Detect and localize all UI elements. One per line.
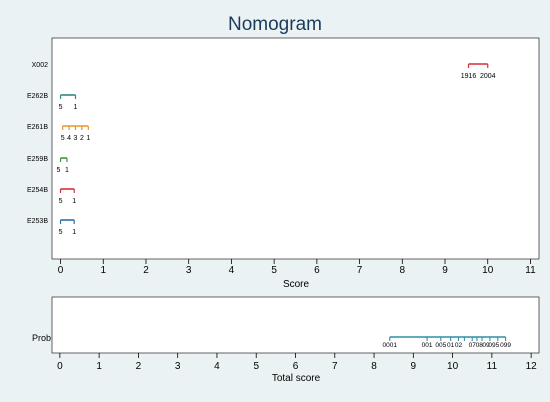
variable-value-label: 3 xyxy=(74,135,78,142)
score-tick-label: 6 xyxy=(314,265,320,276)
top-plot-area xyxy=(51,37,540,260)
score-tick-label: 8 xyxy=(400,265,406,276)
total-score-tick-label: 4 xyxy=(214,361,220,372)
variable-name-e262b: E262B xyxy=(27,93,48,100)
total-score-tick-label: 6 xyxy=(293,361,299,372)
variable-value-label: 1916 xyxy=(461,73,477,80)
total-score-tick-label: 9 xyxy=(411,361,417,372)
total-score-tick-label: 5 xyxy=(253,361,259,372)
score-tick-label: 4 xyxy=(229,265,235,276)
variable-value-label: 5 xyxy=(59,104,63,111)
variable-value-label: 1 xyxy=(74,104,78,111)
variable-name-e259b: E259B xyxy=(27,156,48,163)
prob-value-label: 01 xyxy=(447,342,455,349)
score-tick-label: 1 xyxy=(100,265,106,276)
score-tick-label: 11 xyxy=(525,265,536,276)
prob-value-label: 099 xyxy=(500,342,511,349)
total-score-tick-label: 1 xyxy=(96,361,102,372)
variable-value-label: 5 xyxy=(59,229,63,236)
total-score-tick-label: 0 xyxy=(57,361,63,372)
total-score-tick-label: 2 xyxy=(136,361,142,372)
score-tick-label: 10 xyxy=(482,265,494,276)
prob-value-label: 005 xyxy=(435,342,446,349)
prob-label: Prob xyxy=(32,333,51,343)
variable-name-e261b: E261B xyxy=(27,124,48,131)
score-tick-label: 0 xyxy=(58,265,64,276)
prob-value-label: 09 xyxy=(482,342,490,349)
variable-value-label: 2004 xyxy=(480,73,496,80)
total-score-tick-label: 8 xyxy=(371,361,377,372)
score-tick-label: 7 xyxy=(357,265,363,276)
variable-value-label: 4 xyxy=(67,135,71,142)
total-score-tick-label: 3 xyxy=(175,361,181,372)
prob-value-label: 095 xyxy=(488,342,499,349)
prob-value-label: 08 xyxy=(476,342,484,349)
variable-value-label: 5 xyxy=(59,198,63,205)
score-tick-label: 5 xyxy=(271,265,277,276)
variable-value-label: 1 xyxy=(86,135,90,142)
variable-name-e253b: E253B xyxy=(27,218,48,225)
variable-name-x002: X002 xyxy=(32,62,48,69)
variable-value-label: 5 xyxy=(56,167,60,174)
prob-value-label: 001 xyxy=(422,342,433,349)
total-score-axis: 0 1 2 3 4 5 6 7 8 9 10 11 12 xyxy=(57,353,537,372)
chart-title: Nomogram xyxy=(228,14,322,35)
variable-value-label: 1 xyxy=(65,167,69,174)
total-score-tick-label: 11 xyxy=(487,361,498,372)
score-axis-label: Score xyxy=(283,279,310,290)
variable-name-e254b: E254B xyxy=(27,187,48,194)
score-axis: 0 1 2 3 4 5 6 7 8 9 10 11 xyxy=(58,259,536,276)
variable-value-label: 2 xyxy=(80,135,84,142)
score-tick-label: 2 xyxy=(143,265,149,276)
score-tick-label: 3 xyxy=(186,265,192,276)
total-score-tick-label: 10 xyxy=(447,361,459,372)
variable-value-label: 1 xyxy=(72,198,76,205)
total-score-axis-label: Total score xyxy=(272,373,321,384)
prob-value-label: 0001 xyxy=(383,342,398,349)
total-score-tick-label: 12 xyxy=(526,361,538,372)
variable-value-label: 1 xyxy=(72,229,76,236)
prob-value-label: 02 xyxy=(455,342,463,349)
bottom-plot-area xyxy=(51,296,540,354)
score-tick-label: 9 xyxy=(442,265,448,276)
total-score-tick-label: 7 xyxy=(332,361,338,372)
prob-value-label: 07 xyxy=(469,342,477,349)
variable-value-label: 5 xyxy=(61,135,65,142)
